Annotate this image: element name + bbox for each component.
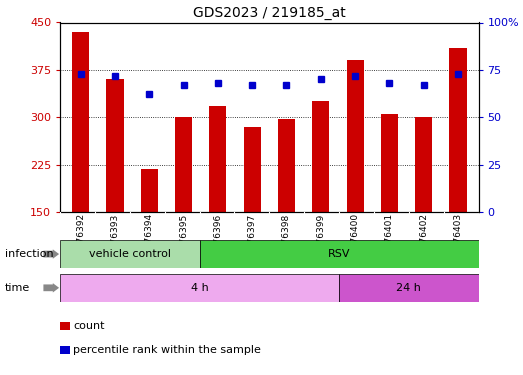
Bar	[60, 240, 200, 268]
Bar	[60, 274, 339, 302]
Text: time: time	[5, 283, 30, 293]
Text: count: count	[73, 321, 105, 331]
Bar	[141, 169, 158, 212]
Bar	[200, 240, 479, 268]
Text: RSV: RSV	[328, 249, 350, 259]
Text: 4 h: 4 h	[191, 283, 209, 293]
Bar	[209, 106, 226, 212]
Text: vehicle control: vehicle control	[89, 249, 171, 259]
Bar	[347, 60, 363, 212]
Bar	[107, 80, 123, 212]
Bar	[339, 274, 479, 302]
Bar	[312, 101, 329, 212]
Text: infection: infection	[5, 249, 54, 259]
Bar	[72, 32, 89, 212]
Bar	[278, 119, 295, 212]
Bar	[449, 48, 467, 212]
Text: 24 h: 24 h	[396, 283, 421, 293]
Title: GDS2023 / 219185_at: GDS2023 / 219185_at	[193, 6, 346, 20]
Text: percentile rank within the sample: percentile rank within the sample	[73, 345, 261, 355]
Bar	[244, 127, 261, 212]
Bar	[175, 117, 192, 212]
Bar	[415, 117, 432, 212]
Bar	[381, 114, 398, 212]
